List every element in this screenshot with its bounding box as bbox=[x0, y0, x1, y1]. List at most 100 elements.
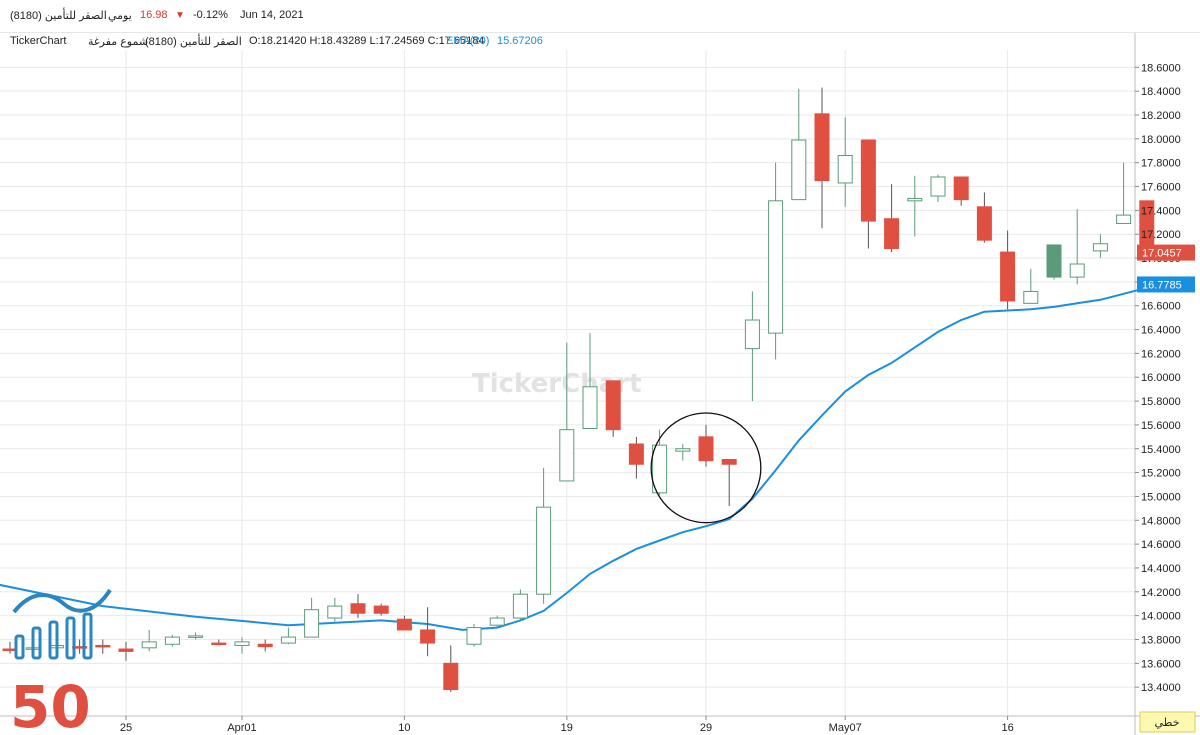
y-tick-label: 18.0000 bbox=[1141, 134, 1181, 146]
y-tick-label: 16.2000 bbox=[1141, 348, 1181, 360]
x-axis-mode-button[interactable] bbox=[1139, 711, 1196, 733]
candle-body bbox=[582, 386, 598, 429]
y-tick-label: 14.6000 bbox=[1141, 539, 1181, 551]
y-tick-label: 14.4000 bbox=[1141, 563, 1181, 575]
candle-body bbox=[907, 197, 923, 202]
candle-body bbox=[489, 617, 505, 626]
y-tick-label: 15.6000 bbox=[1141, 420, 1181, 432]
candle-body bbox=[536, 506, 552, 595]
y-axis: 13.4000 13.6000 13.8000 14.0000 14.2000 14.40… bbox=[1135, 62, 1181, 694]
last-price-badge-label: 17.0457 bbox=[1142, 248, 1182, 260]
ema-badge-label: 16.7785 bbox=[1142, 279, 1182, 291]
candle bbox=[930, 174, 946, 203]
ema-layer bbox=[0, 283, 1161, 631]
y-tick-label: 17.2000 bbox=[1141, 229, 1181, 241]
candle-body bbox=[211, 642, 227, 646]
candle-body bbox=[512, 593, 528, 619]
candle-body bbox=[1116, 214, 1132, 224]
logo-bar bbox=[65, 616, 76, 660]
candle bbox=[234, 637, 250, 654]
candle bbox=[721, 458, 737, 506]
logo: 50 bbox=[10, 588, 112, 735]
x-tick-label: 25 bbox=[120, 722, 132, 734]
candle-body bbox=[304, 609, 320, 638]
y-tick-label: 17.6000 bbox=[1141, 182, 1181, 194]
candle bbox=[350, 594, 366, 619]
candle bbox=[768, 162, 784, 360]
y-tick-label: 16.0000 bbox=[1141, 372, 1181, 384]
candle-body bbox=[860, 139, 876, 222]
candle bbox=[1046, 244, 1062, 280]
candle-body bbox=[1092, 243, 1108, 252]
candle bbox=[605, 380, 621, 437]
candle-body bbox=[791, 139, 807, 201]
candle-body bbox=[976, 206, 992, 241]
legend-ema-label[interactable]: EMA(20) bbox=[446, 35, 490, 47]
y-tick-label: 15.4000 bbox=[1141, 444, 1181, 456]
x-axis: 25 Apr01 10 19 29 May07 16 خطي bbox=[120, 711, 1196, 734]
candle bbox=[814, 87, 830, 229]
candle-body bbox=[466, 627, 482, 645]
candle-body bbox=[350, 603, 366, 614]
candle bbox=[257, 639, 273, 652]
candle-body bbox=[164, 636, 180, 645]
candle-body bbox=[884, 218, 900, 250]
candle bbox=[280, 627, 296, 645]
y-tick-label: 13.8000 bbox=[1141, 634, 1181, 646]
logo-bar bbox=[48, 620, 59, 660]
logo-text: 50 bbox=[10, 673, 91, 735]
candle bbox=[141, 629, 157, 652]
candle-body bbox=[95, 644, 111, 648]
candle-body bbox=[234, 641, 250, 646]
candle bbox=[164, 634, 180, 647]
last-price: 16.98 bbox=[140, 9, 168, 21]
candle bbox=[536, 467, 552, 604]
candle-body bbox=[280, 636, 296, 644]
candle-body bbox=[953, 176, 969, 201]
candle bbox=[698, 424, 714, 467]
symbol-name[interactable]: الصقر للتأمين (8180) bbox=[10, 10, 107, 22]
candle-body bbox=[141, 641, 157, 649]
candle bbox=[420, 607, 436, 657]
candle-body bbox=[327, 605, 343, 619]
y-tick-label: 18.6000 bbox=[1141, 62, 1181, 74]
ema-line bbox=[0, 283, 1161, 631]
candle bbox=[188, 632, 204, 640]
candle bbox=[582, 333, 598, 429]
candle-body bbox=[373, 605, 389, 614]
last-price-badge-bg bbox=[1137, 244, 1195, 261]
x-tick-label: 19 bbox=[561, 722, 573, 734]
candle bbox=[118, 641, 134, 661]
candle-body bbox=[652, 444, 668, 494]
y-tick-label: 15.8000 bbox=[1141, 396, 1181, 408]
ema-badge-bg bbox=[1137, 276, 1195, 293]
logo-bar bbox=[31, 626, 42, 660]
price-change: -0.12% bbox=[193, 9, 228, 21]
candle bbox=[1069, 209, 1085, 285]
legend-row: TickerChart شموع مفرغة الصقر للتأمين (81… bbox=[0, 33, 1135, 49]
x-tick-label: Apr01 bbox=[227, 722, 256, 734]
x-tick-label: 10 bbox=[398, 722, 410, 734]
candle-body bbox=[1046, 244, 1062, 278]
period-label[interactable]: يومي bbox=[108, 10, 132, 22]
candle bbox=[466, 623, 482, 647]
logo-bar bbox=[82, 612, 93, 660]
candle bbox=[976, 192, 992, 243]
candle-body bbox=[188, 635, 204, 638]
logo-bar bbox=[14, 634, 25, 660]
candle bbox=[791, 88, 807, 201]
candle bbox=[373, 603, 389, 616]
candle-body bbox=[443, 662, 459, 691]
candle bbox=[628, 436, 644, 479]
header-date: Jun 14, 2021 bbox=[240, 9, 304, 21]
candle-body bbox=[559, 429, 575, 482]
candle bbox=[489, 615, 505, 628]
x-tick-label: May07 bbox=[829, 722, 862, 734]
candle-body bbox=[768, 200, 784, 334]
candle-body bbox=[744, 319, 760, 350]
y-tick-label: 15.0000 bbox=[1141, 491, 1181, 503]
candle bbox=[1000, 230, 1016, 310]
legend-ohlc: O:18.21420 H:18.43289 L:17.24569 C:17.65… bbox=[249, 35, 485, 47]
x-tick-label: 29 bbox=[700, 722, 712, 734]
